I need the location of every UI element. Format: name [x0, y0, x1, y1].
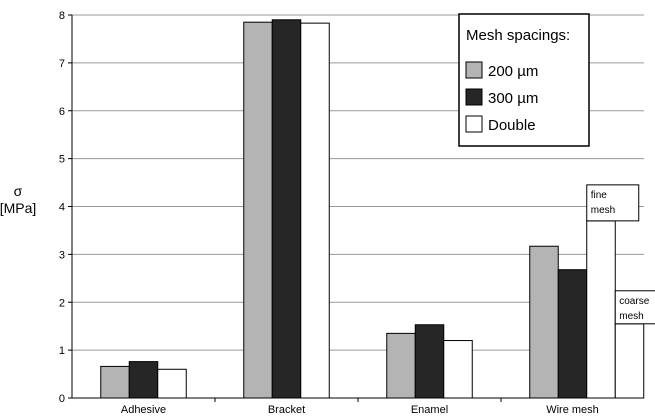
bar-wire-mesh-coarse — [614, 323, 645, 399]
y-tick-label: 5 — [59, 154, 65, 166]
y-axis-unit: [MPa] — [0, 200, 36, 216]
bar-bracket-1 — [243, 21, 273, 399]
bar-enamel-2 — [414, 324, 445, 399]
bar-bracket-2 — [271, 19, 302, 399]
y-tick-label: 0 — [59, 393, 65, 405]
bar-wire-mesh-1 — [529, 245, 559, 399]
annotation-coarse-mesh-text: coarse — [619, 296, 649, 307]
x-tick-label: Wire mesh — [546, 404, 599, 416]
bar-adhesive-1 — [100, 365, 130, 399]
legend-swatch — [465, 88, 483, 106]
annotation-coarse-mesh-box — [614, 290, 655, 325]
legend-label: Double — [488, 117, 536, 134]
bar-adhesive-3 — [157, 368, 187, 399]
bar-adhesive-2 — [128, 361, 159, 399]
annotation-fine-mesh-text: mesh — [591, 205, 615, 216]
x-tick-label: Adhesive — [121, 404, 166, 416]
bars — [100, 19, 645, 399]
legend-items: 200 µm 300 µm Double — [465, 61, 538, 134]
bar-wire-mesh-3 — [586, 220, 616, 399]
bar-wire-mesh-2 — [557, 269, 588, 399]
y-tick-label: 3 — [59, 249, 65, 261]
y-tick-label: 7 — [59, 58, 65, 70]
y-axis-symbol: σ — [14, 183, 23, 199]
legend-label: 200 µm — [488, 63, 538, 80]
annotations: fine mesh coarse mesh — [586, 184, 655, 325]
legend-title: Mesh spacings: — [466, 27, 570, 44]
bar-enamel-1 — [386, 332, 416, 399]
x-tick-label: Bracket — [268, 404, 305, 416]
annotation-fine-mesh-text: fine — [591, 190, 608, 201]
y-tick-label: 8 — [59, 10, 65, 22]
y-tick-label: 2 — [59, 297, 65, 309]
annotation-coarse-mesh-text: mesh — [619, 311, 643, 322]
y-tick-label: 6 — [59, 106, 65, 118]
x-tick-label: Enamel — [411, 404, 448, 416]
y-tick-label: 4 — [59, 202, 65, 214]
y-axis-title: σ [MPa] — [0, 183, 36, 216]
gridlines — [72, 14, 644, 351]
legend: Mesh spacings: 200 µm 300 µm Double — [458, 13, 590, 147]
legend-swatch — [465, 115, 483, 133]
annotation-fine-mesh-box — [586, 184, 640, 222]
y-tick-label: 1 — [59, 345, 65, 357]
legend-swatch — [465, 61, 483, 79]
bar-bracket-3 — [300, 22, 330, 399]
x-tick-labels: Adhesive Bracket Enamel Wire mesh — [121, 398, 599, 416]
legend-label: 300 µm — [488, 90, 538, 107]
bar-enamel-3 — [443, 340, 473, 399]
y-tick-labels: 0 1 2 3 4 5 6 7 8 — [59, 10, 72, 405]
